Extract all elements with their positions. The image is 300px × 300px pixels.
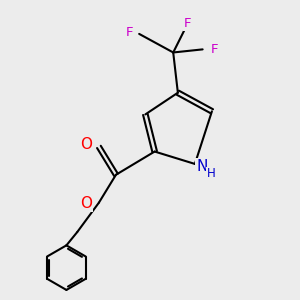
Text: F: F — [126, 26, 134, 39]
Text: O: O — [80, 196, 92, 211]
Text: N: N — [196, 159, 207, 174]
Text: F: F — [183, 17, 191, 31]
Text: F: F — [210, 43, 218, 56]
Text: O: O — [80, 137, 92, 152]
Text: H: H — [207, 167, 215, 180]
